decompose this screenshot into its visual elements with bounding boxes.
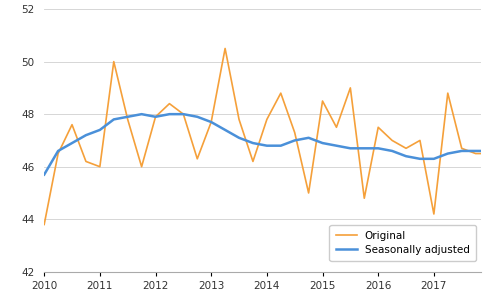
Original: [445, 91, 451, 95]
Seasonally adjusted: [69, 141, 75, 145]
Original: [153, 115, 159, 119]
Seasonally adjusted: [83, 133, 89, 137]
Original: [348, 86, 354, 90]
Original: [320, 99, 326, 103]
Seasonally adjusted: [264, 144, 270, 147]
Seasonally adjusted: [320, 141, 326, 145]
Seasonally adjusted: [445, 152, 451, 155]
Seasonally adjusted: [361, 146, 367, 150]
Seasonally adjusted: [459, 149, 464, 153]
Original: [389, 139, 395, 142]
Seasonally adjusted: [333, 144, 339, 147]
Original: [97, 165, 103, 169]
Original: [55, 152, 61, 155]
Seasonally adjusted: [194, 115, 200, 119]
Seasonally adjusted: [417, 157, 423, 161]
Original: [264, 117, 270, 121]
Seasonally adjusted: [375, 146, 381, 150]
Seasonally adjusted: [180, 112, 186, 116]
Original: [278, 91, 284, 95]
Seasonally adjusted: [473, 149, 479, 153]
Seasonally adjusted: [222, 128, 228, 132]
Original: [111, 60, 117, 63]
Original: [180, 112, 186, 116]
Line: Original: Original: [44, 48, 491, 224]
Original: [222, 47, 228, 50]
Original: [41, 223, 47, 226]
Seasonally adjusted: [166, 112, 172, 116]
Seasonally adjusted: [41, 173, 47, 176]
Original: [125, 117, 131, 121]
Legend: Original, Seasonally adjusted: Original, Seasonally adjusted: [329, 225, 476, 261]
Seasonally adjusted: [125, 115, 131, 119]
Original: [236, 117, 242, 121]
Line: Seasonally adjusted: Seasonally adjusted: [44, 93, 491, 175]
Seasonally adjusted: [389, 149, 395, 153]
Original: [431, 212, 437, 216]
Original: [459, 146, 464, 150]
Original: [208, 120, 214, 124]
Seasonally adjusted: [431, 157, 437, 161]
Original: [83, 160, 89, 163]
Original: [138, 165, 144, 169]
Seasonally adjusted: [153, 115, 159, 119]
Seasonally adjusted: [208, 120, 214, 124]
Original: [417, 139, 423, 142]
Seasonally adjusted: [403, 154, 409, 158]
Original: [473, 152, 479, 155]
Seasonally adjusted: [138, 112, 144, 116]
Original: [333, 125, 339, 129]
Original: [403, 146, 409, 150]
Seasonally adjusted: [292, 139, 298, 142]
Seasonally adjusted: [111, 117, 117, 121]
Original: [250, 160, 256, 163]
Original: [487, 152, 491, 155]
Original: [375, 125, 381, 129]
Seasonally adjusted: [278, 144, 284, 147]
Original: [306, 191, 312, 195]
Seasonally adjusted: [348, 146, 354, 150]
Original: [69, 123, 75, 127]
Original: [194, 157, 200, 161]
Seasonally adjusted: [236, 136, 242, 140]
Seasonally adjusted: [487, 149, 491, 153]
Original: [166, 102, 172, 105]
Original: [292, 131, 298, 134]
Seasonally adjusted: [250, 141, 256, 145]
Seasonally adjusted: [97, 128, 103, 132]
Seasonally adjusted: [55, 149, 61, 153]
Original: [361, 196, 367, 200]
Seasonally adjusted: [306, 136, 312, 140]
